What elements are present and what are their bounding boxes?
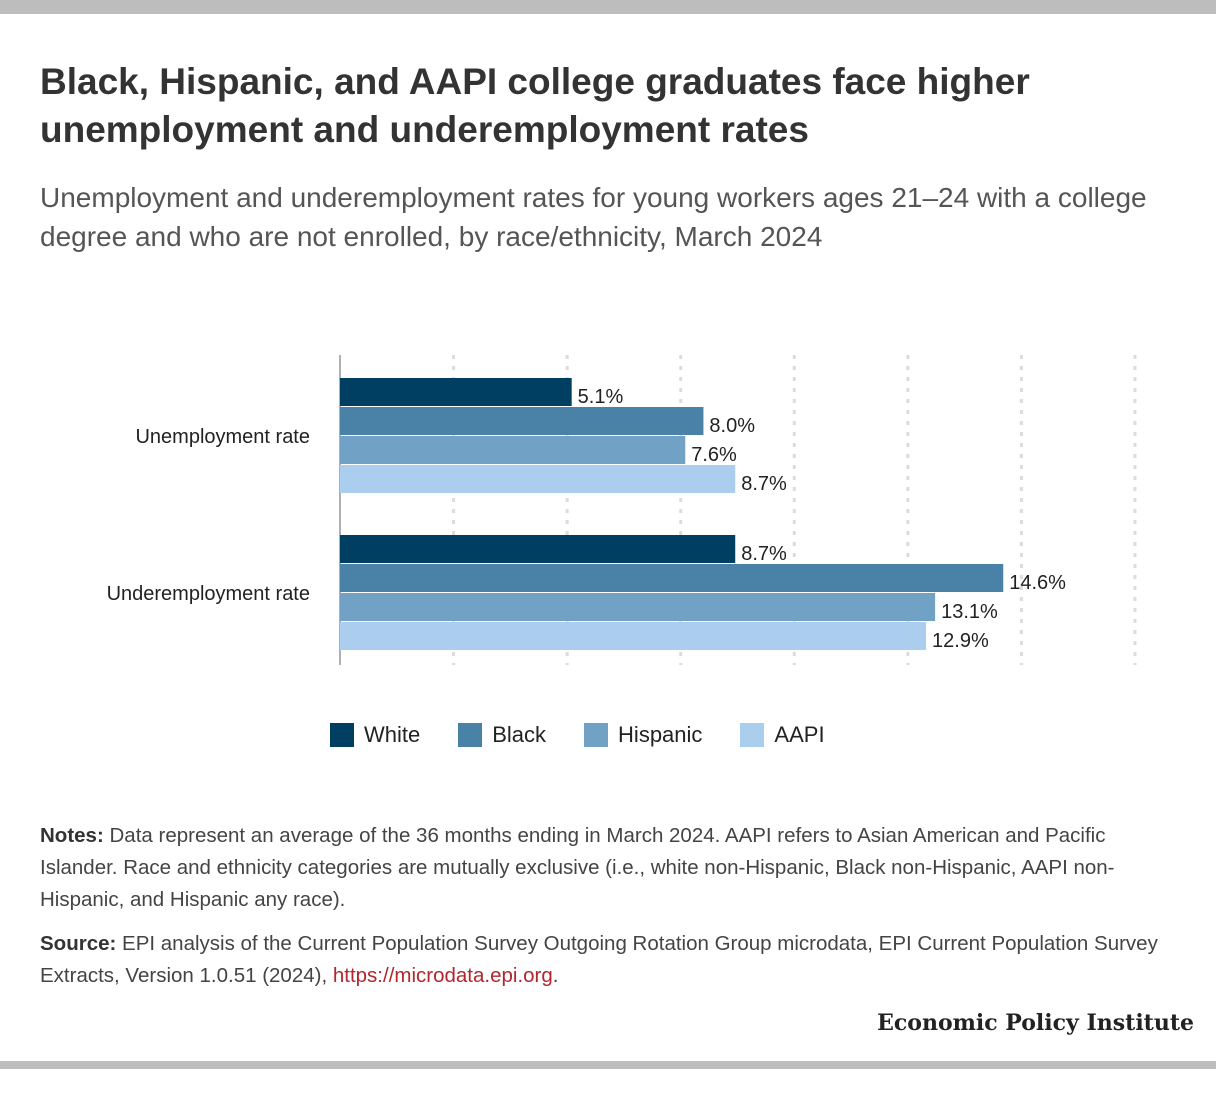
data-label: 8.7% (741, 543, 787, 565)
data-label: 5.1% (578, 386, 624, 408)
legend-swatch (330, 723, 354, 747)
category-label: Underemployment rate (107, 583, 310, 605)
bar-chart: 5.1%8.0%7.6%8.7%8.7%14.6%13.1%12.9% Unem… (107, 355, 1137, 665)
data-label: 13.1% (941, 601, 998, 623)
legend-label: Black (492, 722, 547, 747)
legend-label: AAPI (774, 722, 825, 747)
data-label: 14.6% (1009, 572, 1066, 594)
top-rule (0, 0, 1216, 14)
legend-swatch (740, 723, 765, 747)
legend-item-white: White (330, 722, 420, 748)
category-label: Unemployment rate (135, 426, 310, 448)
bottom-rule (0, 1061, 1216, 1069)
data-label: 8.7% (741, 473, 787, 495)
legend-item-black: Black (458, 722, 546, 748)
source: Source: EPI analysis of the Current Popu… (40, 928, 1180, 992)
legend-label: White (364, 722, 421, 747)
category-labels: Unemployment rate Underemployment rate (107, 426, 310, 605)
source-label: Source: (40, 932, 117, 955)
epi-logo: Economic Policy Institute (877, 1010, 1194, 1036)
legend-swatch (584, 723, 609, 747)
source-link[interactable]: https://microdata.epi.org (332, 964, 553, 987)
legend-item-hispanic: Hispanic (584, 722, 702, 748)
bar-hispanic (340, 593, 936, 621)
bars: 5.1%8.0%7.6%8.7%8.7%14.6%13.1%12.9% (340, 378, 1066, 652)
data-label: 7.6% (691, 444, 737, 466)
bar-black (340, 564, 1004, 592)
chart-title: Black, Hispanic, and AAPI college gradua… (40, 61, 1030, 150)
data-label: 12.9% (932, 630, 989, 652)
bar-hispanic (340, 436, 686, 464)
bar-aapi (340, 465, 736, 493)
bar-white (340, 378, 572, 406)
notes: Notes: Data represent an average of the … (40, 820, 1180, 916)
chart-subtitle: Unemployment and underemployment rates f… (40, 182, 1147, 252)
data-label: 8.0% (709, 415, 755, 437)
legend-swatch (458, 723, 483, 747)
notes-label: Notes: (40, 824, 104, 847)
notes-text: Data represent an average of the 36 mont… (40, 824, 1115, 911)
source-text: EPI analysis of the Current Population S… (40, 932, 1158, 987)
bar-white (340, 535, 736, 563)
bar-black (340, 407, 704, 435)
legend-item-aapi: AAPI (740, 722, 825, 748)
legend-label: Hispanic (618, 722, 703, 747)
bar-aapi (340, 622, 927, 650)
source-end: . (552, 964, 559, 987)
legend: White Black Hispanic AAPI (330, 722, 863, 748)
